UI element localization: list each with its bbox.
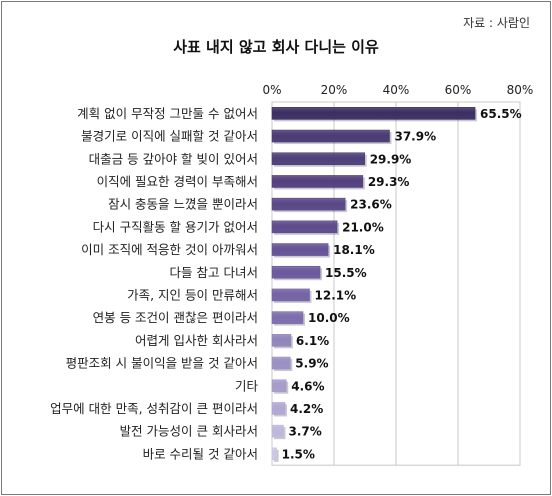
value-label: 23.6% xyxy=(350,198,392,212)
x-axis-tick-labels: 0% 20% 40% 60% 80% xyxy=(262,83,533,97)
bar xyxy=(271,424,284,438)
bar xyxy=(271,402,286,415)
category-label: 평판조회 시 불이익을 받을 것 같아서 xyxy=(66,356,258,371)
category-label: 업무에 대한 만족, 성취감이 큰 편이라서 xyxy=(50,401,258,416)
value-label: 5.9% xyxy=(295,357,328,371)
category-label: 이직에 필요한 경력이 부족해서 xyxy=(97,174,258,189)
bar xyxy=(271,175,364,188)
value-label: 21.0% xyxy=(342,220,384,234)
value-label: 4.2% xyxy=(290,402,323,416)
chart-title: 사표 내지 않고 회사 다니는 이유 xyxy=(173,38,379,56)
category-label: 발전 가능성이 큰 회사라서 xyxy=(120,424,258,439)
value-label: 4.6% xyxy=(291,379,324,393)
value-label: 37.9% xyxy=(394,130,436,144)
bar xyxy=(271,197,346,211)
value-label: 1.5% xyxy=(282,447,315,461)
bar xyxy=(271,356,291,370)
value-label: 29.3% xyxy=(368,175,410,189)
value-labels: 65.5% 37.9% 29.9% 29.3% 23.6% 21.0% 18.1% 15.5%… xyxy=(282,107,522,462)
category-label: 이미 조직에 적응한 것이 아까워서 xyxy=(81,242,258,257)
value-label: 10.0% xyxy=(308,311,350,325)
source-note: 자료 : 사람인 xyxy=(463,16,530,30)
value-label: 3.7% xyxy=(288,425,321,439)
category-label: 기타 xyxy=(235,378,259,393)
category-label: 연봉 등 조건이 괜찮은 편이라서 xyxy=(93,310,258,325)
category-label: 바로 수리될 것 같아서 xyxy=(143,446,258,461)
bar xyxy=(271,379,287,393)
bar xyxy=(271,107,476,120)
value-label: 12.1% xyxy=(315,288,357,302)
bar xyxy=(271,129,390,143)
category-label: 어렵게 입사한 회사라서 xyxy=(135,333,258,348)
bar xyxy=(271,447,277,461)
bar xyxy=(271,288,310,302)
bar xyxy=(271,265,321,279)
bar xyxy=(271,220,338,234)
category-label: 다시 구직활동 할 용기가 없어서 xyxy=(93,219,258,234)
bar xyxy=(271,334,292,347)
category-label: 잠시 충동을 느꼈을 뿐이라서 xyxy=(108,197,258,212)
value-label: 15.5% xyxy=(325,266,367,280)
x-tick-label: 20% xyxy=(321,83,348,97)
category-label: 대출금 등 갚아야 할 빚이 있어서 xyxy=(89,151,258,166)
x-tick-label: 0% xyxy=(262,83,281,97)
bars xyxy=(271,107,478,462)
bar xyxy=(271,152,365,166)
x-tick-label: 80% xyxy=(507,83,534,97)
value-label: 29.9% xyxy=(370,152,412,166)
value-label: 65.5% xyxy=(480,107,522,121)
category-label: 다들 참고 다녀서 xyxy=(170,265,258,280)
x-tick-label: 40% xyxy=(383,83,410,97)
value-label: 18.1% xyxy=(333,243,375,257)
category-label: 가족, 지인 등이 만류해서 xyxy=(127,287,258,302)
bar xyxy=(271,311,304,324)
value-label: 6.1% xyxy=(296,334,329,348)
x-tick-label: 60% xyxy=(445,83,472,97)
category-label: 계획 없이 무작정 그만둘 수 없어서 xyxy=(77,106,258,121)
category-label: 불경기로 이직에 실패할 것 같아서 xyxy=(81,129,258,144)
bar xyxy=(271,243,329,256)
